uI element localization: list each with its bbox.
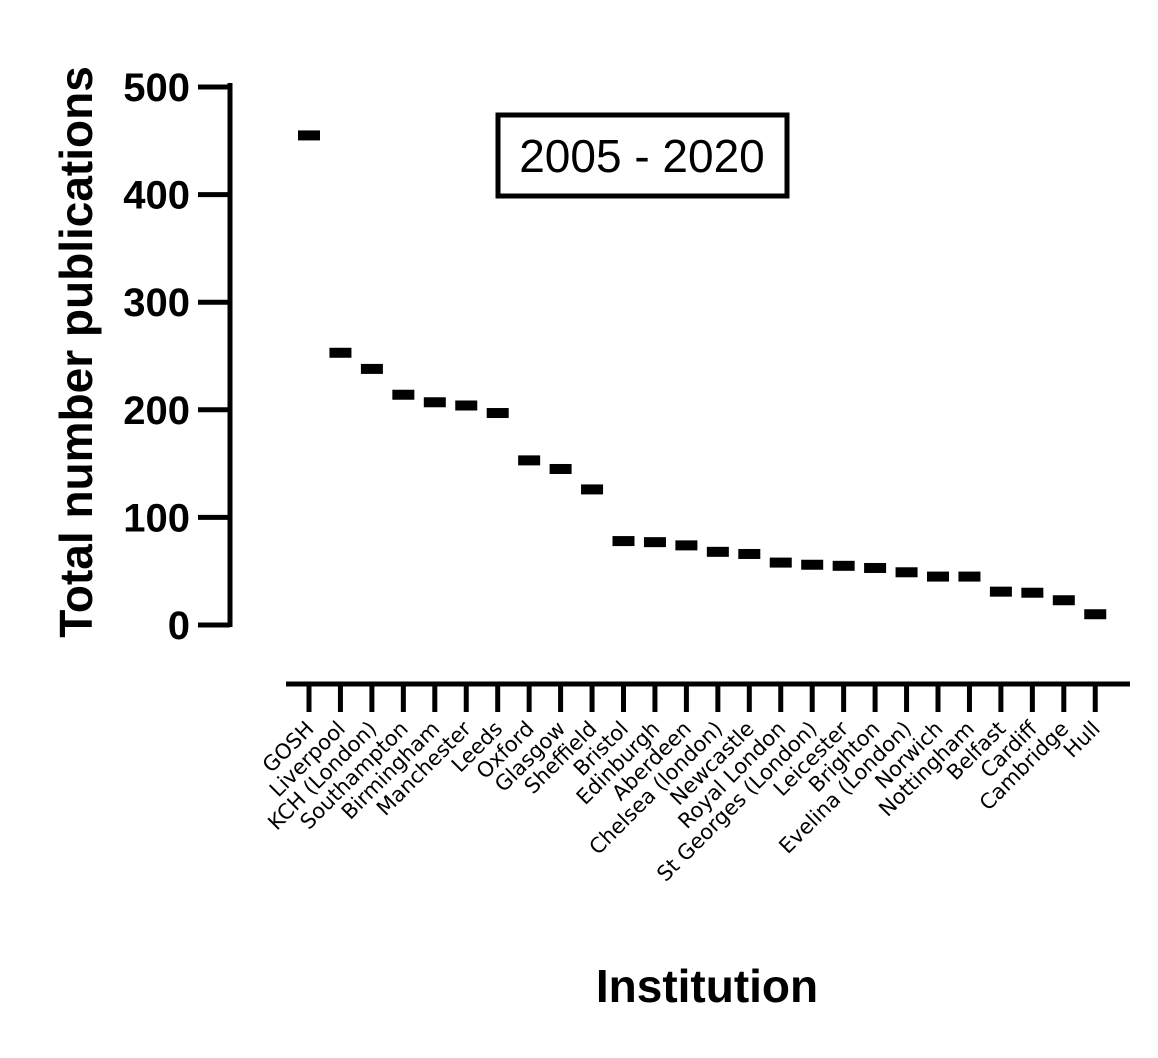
data-point (1084, 609, 1107, 620)
x-tick-label: Hull (1059, 717, 1105, 763)
data-point (360, 363, 383, 374)
data-point (549, 463, 572, 474)
data-point (801, 559, 824, 570)
x-axis-title: Institution (596, 960, 818, 1012)
data-point (958, 571, 981, 582)
data-point (738, 548, 761, 559)
data-marks (298, 130, 1107, 620)
data-point (1052, 595, 1075, 606)
y-axis-ticks: 0 100 200 300 400 500 (123, 66, 230, 648)
data-point (706, 546, 729, 557)
data-point (298, 130, 320, 141)
data-point (895, 567, 918, 578)
y-tick-label: 300 (123, 281, 190, 325)
data-point (392, 389, 415, 400)
annotation-text: 2005 - 2020 (519, 130, 765, 182)
y-tick-label: 500 (123, 66, 190, 110)
y-tick-label: 400 (123, 174, 190, 218)
data-point (612, 536, 635, 547)
data-point (675, 540, 698, 551)
data-point (1021, 587, 1044, 598)
data-point (864, 562, 887, 573)
y-tick-label: 200 (123, 389, 190, 433)
data-point (643, 537, 666, 548)
y-tick-label: 0 (168, 604, 190, 648)
y-tick-label: 100 (123, 496, 190, 540)
data-point (518, 455, 541, 466)
data-point (769, 557, 792, 568)
data-point (832, 560, 855, 571)
data-point (329, 347, 352, 358)
annotation-frame (495, 112, 790, 199)
y-axis-title: Total number publications (50, 66, 102, 638)
data-point (989, 586, 1012, 597)
data-point (486, 408, 509, 419)
data-point (455, 400, 478, 411)
annotation-box: 2005 - 2020 (495, 112, 790, 199)
data-point (581, 484, 604, 495)
data-point (927, 571, 949, 582)
data-point (423, 397, 446, 408)
